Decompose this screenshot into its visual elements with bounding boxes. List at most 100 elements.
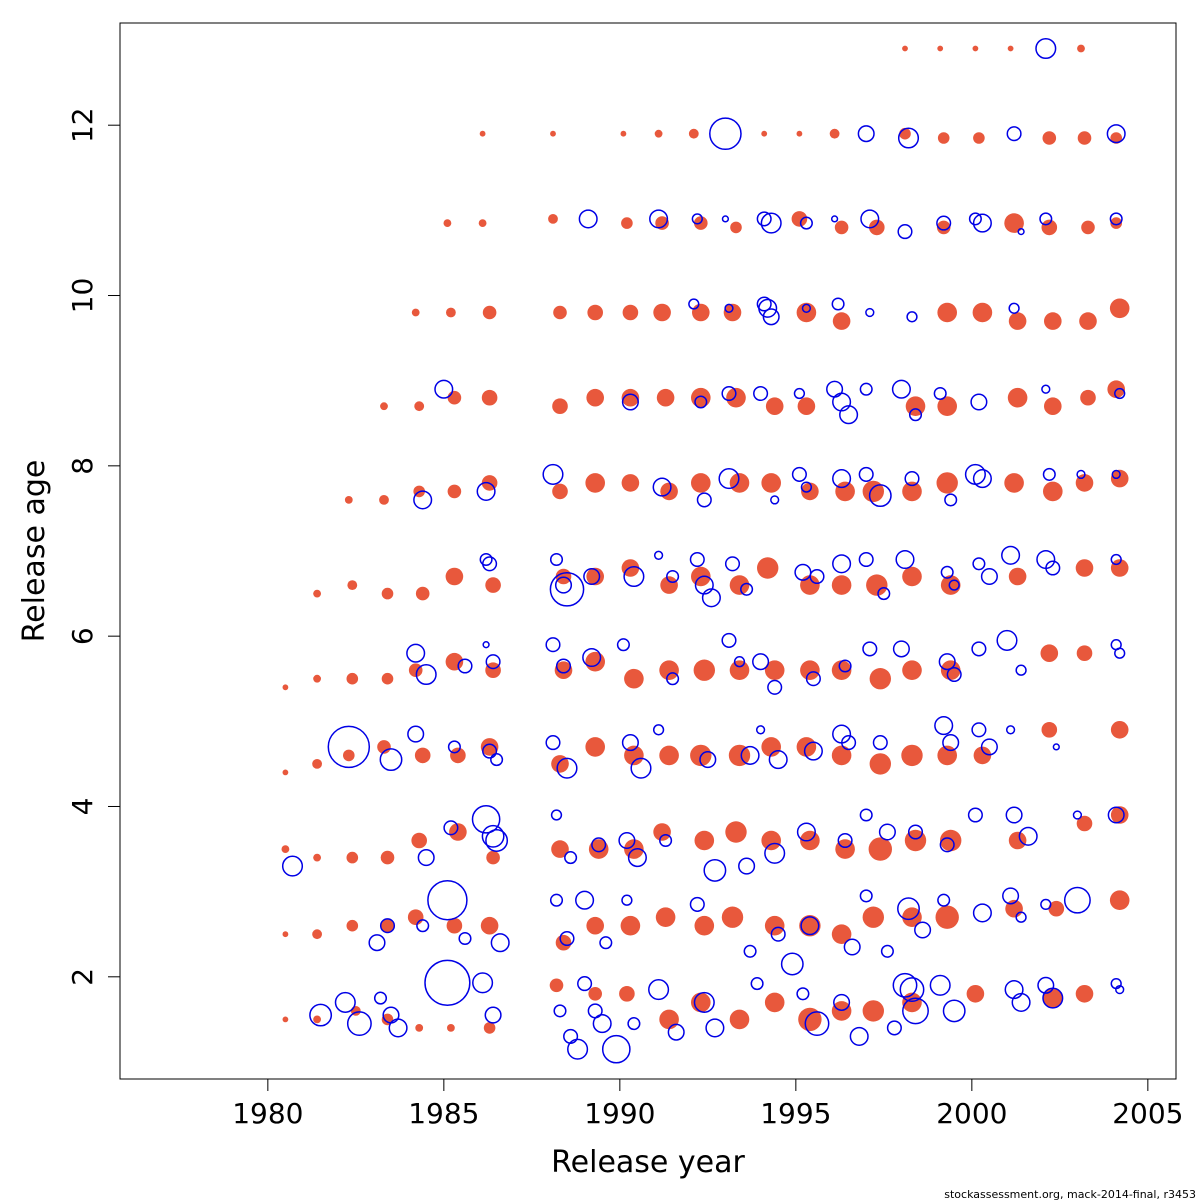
negative-residual-bubble [718, 468, 740, 490]
negative-residual-bubble [892, 972, 918, 998]
positive-residual-bubble [796, 130, 803, 137]
negative-residual-bubble [933, 386, 947, 401]
negative-residual-bubble [860, 209, 880, 229]
positive-residual-bubble [555, 568, 572, 585]
negative-residual-bubble [750, 977, 764, 991]
negative-residual-bubble [621, 894, 633, 906]
positive-residual-bubble [1110, 806, 1129, 824]
x-tick-label: 1990 [584, 1097, 655, 1130]
positive-residual-bubble [935, 905, 959, 929]
y-tick-label: 12 [66, 107, 99, 143]
negative-residual-bubble [1004, 980, 1024, 1000]
negative-residual-bubble [809, 568, 825, 585]
positive-residual-bubble [936, 472, 958, 494]
positive-residual-bubble [480, 738, 499, 756]
positive-residual-bubble [313, 674, 321, 683]
negative-residual-bubble [837, 832, 853, 849]
positive-residual-bubble [620, 915, 641, 936]
y-tick-label: 4 [66, 798, 99, 816]
positive-residual-bubble [414, 401, 425, 412]
negative-residual-bubble [740, 745, 760, 765]
positive-residual-bubble [1044, 397, 1062, 416]
negative-residual-bubble [839, 405, 859, 425]
positive-residual-bubble [624, 668, 644, 689]
positive-residual-bubble [554, 661, 573, 679]
negative-residual-bubble [800, 916, 820, 936]
negative-residual-bubble [703, 858, 727, 882]
negative-residual-bubble [721, 215, 730, 223]
negative-residual-bubble [971, 722, 987, 738]
negative-residual-bubble [762, 308, 780, 326]
negative-residual-bubble [801, 303, 812, 313]
positive-residual-bubble [1075, 985, 1094, 1003]
negative-residual-bubble [1114, 647, 1126, 659]
positive-residual-bubble [313, 1015, 321, 1024]
negative-residual-bubble [859, 808, 873, 822]
negative-residual-bubble [760, 212, 782, 234]
negative-residual-bubble [938, 653, 956, 671]
positive-residual-bubble [937, 396, 957, 417]
positive-residual-bubble [381, 672, 394, 685]
positive-residual-bubble [937, 302, 957, 323]
negative-residual-bubble [1063, 886, 1091, 914]
x-tick-label: 1995 [760, 1097, 831, 1130]
y-axis-title: Release age [17, 460, 52, 643]
negative-residual-bubble [948, 579, 960, 591]
negative-residual-bubble [758, 298, 778, 318]
positive-residual-bubble [550, 130, 556, 137]
negative-residual-bubble [1018, 826, 1038, 846]
negative-residual-bubble [832, 392, 852, 412]
credit-text: stockassessment.org, mack-2014-final, r3… [944, 1188, 1196, 1200]
positive-residual-bubble [659, 660, 679, 680]
negative-residual-bubble [897, 127, 920, 149]
positive-residual-bubble [1040, 644, 1059, 662]
negative-residual-bubble [1041, 384, 1051, 394]
negative-residual-bubble [858, 551, 874, 568]
negative-residual-bubble [833, 993, 851, 1011]
positive-residual-bubble [655, 907, 676, 927]
positive-residual-bubble [1004, 213, 1024, 233]
negative-residual-bubble [796, 987, 810, 1001]
positive-residual-bubble [764, 660, 785, 680]
positive-residual-bubble [553, 305, 567, 320]
negative-residual-bubble [791, 466, 807, 482]
bubble-layer [281, 37, 1130, 1064]
positive-residual-bubble [869, 753, 891, 775]
negative-residual-bubble [768, 750, 788, 770]
negative-residual-bubble [899, 977, 925, 1003]
positive-residual-bubble [799, 915, 821, 937]
positive-residual-bubble [1008, 831, 1027, 850]
negative-residual-bubble [803, 741, 823, 761]
negative-residual-bubble [471, 804, 501, 834]
negative-residual-bubble [1035, 37, 1057, 60]
negative-residual-bubble [878, 823, 896, 841]
positive-residual-bubble [619, 986, 635, 1002]
negative-residual-bubble [767, 679, 783, 695]
y-tick-label: 8 [66, 457, 99, 475]
negative-residual-bubble [545, 637, 561, 653]
positive-residual-bubble [653, 303, 671, 322]
negative-residual-bubble [1008, 302, 1020, 314]
negative-residual-bubble [872, 735, 888, 751]
positive-residual-bubble [725, 821, 747, 843]
negative-residual-bubble [1039, 212, 1053, 226]
positive-residual-bubble [940, 829, 962, 852]
positive-residual-bubble [798, 1007, 822, 1032]
negative-residual-bubble [701, 588, 721, 608]
negative-residual-bubble [485, 654, 501, 670]
positive-residual-bubble [446, 917, 463, 934]
positive-residual-bubble [764, 992, 785, 1013]
positive-residual-bubble [313, 589, 321, 598]
positive-residual-bubble [479, 130, 486, 137]
positive-residual-bubble [586, 916, 604, 935]
negative-residual-bubble [892, 640, 910, 658]
negative-residual-bubble [368, 934, 386, 952]
negative-residual-bubble [649, 209, 669, 229]
negative-residual-bubble [868, 484, 892, 508]
negative-residual-bubble [709, 117, 742, 151]
negative-residual-bubble [980, 567, 998, 586]
negative-residual-bubble [841, 735, 857, 751]
negative-residual-bubble [666, 569, 680, 584]
negative-residual-bubble [699, 751, 717, 769]
positive-residual-bubble [831, 745, 852, 766]
